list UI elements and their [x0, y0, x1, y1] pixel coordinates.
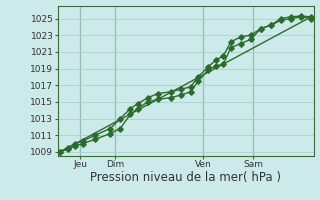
X-axis label: Pression niveau de la mer( hPa ): Pression niveau de la mer( hPa ): [90, 171, 281, 184]
